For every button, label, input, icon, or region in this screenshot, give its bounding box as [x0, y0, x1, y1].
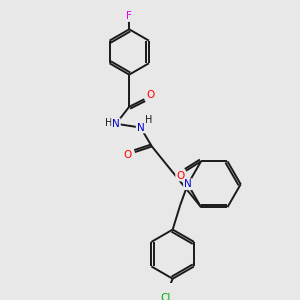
Text: H: H [105, 118, 112, 128]
Text: O: O [146, 90, 154, 100]
Text: Cl: Cl [160, 292, 170, 300]
Text: O: O [176, 170, 184, 181]
Text: F: F [126, 11, 132, 21]
Text: N: N [112, 119, 120, 129]
Text: N: N [184, 179, 192, 189]
Text: H: H [146, 115, 153, 125]
Text: N: N [137, 123, 144, 133]
Text: O: O [123, 150, 131, 160]
